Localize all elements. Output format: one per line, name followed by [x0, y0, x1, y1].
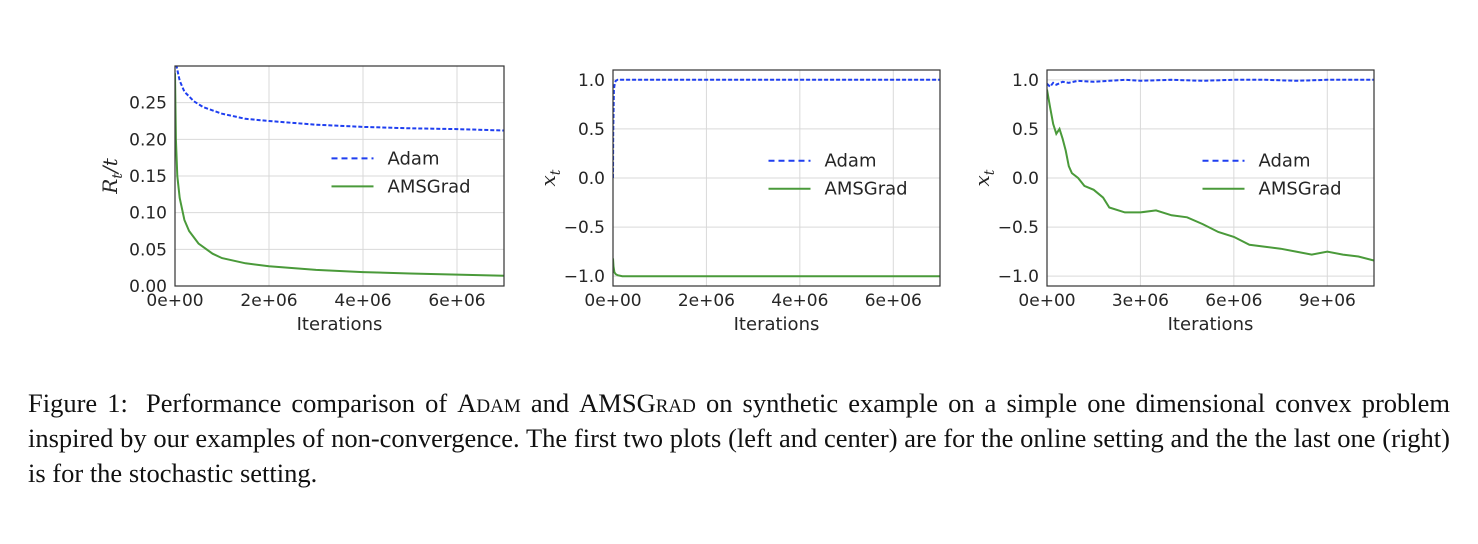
x-tick-label: 2e+06 [240, 291, 297, 311]
y-axis-label: Rt/t [98, 157, 126, 194]
legend-label-adam: Adam [388, 148, 440, 169]
x-axis-label: Iterations [297, 314, 383, 335]
chart-panel-2: 0e+00 2e+06 4e+06 6e+06 1.0 0.5 0.0 −0.5 −1.0 Ite… [536, 69, 941, 335]
legend-label-amsgrad: AMSGrad [1259, 179, 1342, 200]
x-tick-label: 4e+06 [771, 291, 828, 311]
y-tick-label: −0.5 [998, 218, 1039, 238]
series-line-amsgrad [175, 73, 504, 277]
y-tick-label: 0.25 [129, 94, 167, 114]
x-tick-label: 0e+00 [1018, 291, 1075, 311]
caption-algo-adam: Adam [457, 388, 521, 418]
legend-label-amsgrad: AMSGrad [388, 176, 471, 197]
plot-frame [174, 65, 505, 287]
x-tick-label: 3e+06 [1112, 291, 1169, 311]
x-tick-label: 4e+06 [334, 291, 391, 311]
plot-frame [1046, 69, 1375, 287]
y-tick-label: 0.0 [578, 169, 605, 189]
chart-panel-1: 0e+00 2e+06 4e+06 6e+06 0.00 0.05 0.10 0.15 0.20… [98, 65, 505, 335]
caption-algo-amsgrad: AMSGrad [579, 388, 696, 418]
legend-label-adam: Adam [1259, 151, 1311, 172]
x-tick-label: 6e+06 [865, 291, 922, 311]
y-tick-label: 1.0 [1012, 71, 1039, 91]
y-tick-label: 0.00 [129, 277, 167, 297]
plot-frame [612, 69, 941, 287]
y-axis-label: xt [536, 169, 564, 186]
legend-label-amsgrad: AMSGrad [825, 179, 908, 200]
y-tick-label: 0.20 [129, 130, 167, 150]
series-line-adam [1047, 78, 1374, 89]
caption-text-3: on synthetic example on a simple one dim… [28, 388, 1451, 488]
y-tick-label: −1.0 [998, 267, 1039, 287]
x-axis-label: Iterations [1168, 314, 1254, 335]
caption-text-1: Performance comparison of [145, 388, 448, 418]
chart-panel-3: 0e+00 3e+06 6e+06 9e+06 1.0 0.5 0.0 −0.5 −1.0 Ite… [970, 69, 1375, 335]
figure-caption: Figure 1: Performance comparison of Adam… [28, 386, 1450, 491]
caption-label: Figure 1: [28, 388, 128, 418]
y-tick-label: 1.0 [578, 71, 605, 91]
x-tick-label: 0e+00 [146, 291, 203, 311]
y-axis-label: xt [970, 169, 998, 186]
y-tick-label: 0.15 [129, 167, 167, 187]
series-line-amsgrad [1047, 89, 1374, 262]
y-tick-label: 0.10 [129, 204, 167, 224]
y-tick-label: 0.5 [578, 120, 605, 140]
y-tick-label: −0.5 [564, 218, 605, 238]
x-tick-label: 0e+00 [584, 291, 641, 311]
y-tick-label: 0.05 [129, 240, 167, 260]
x-tick-label: 2e+06 [678, 291, 735, 311]
y-tick-label: −1.0 [564, 267, 605, 287]
x-tick-label: 9e+06 [1299, 291, 1356, 311]
caption-text-2: and [530, 388, 570, 418]
y-tick-label: 0.0 [1012, 169, 1039, 189]
series-line-adam [175, 66, 504, 132]
y-tick-label: 0.5 [1012, 120, 1039, 140]
x-tick-label: 6e+06 [428, 291, 485, 311]
legend-label-adam: Adam [825, 151, 877, 172]
series-line-amsgrad [613, 258, 940, 278]
x-axis-label: Iterations [734, 314, 820, 335]
x-tick-label: 6e+06 [1205, 291, 1262, 311]
